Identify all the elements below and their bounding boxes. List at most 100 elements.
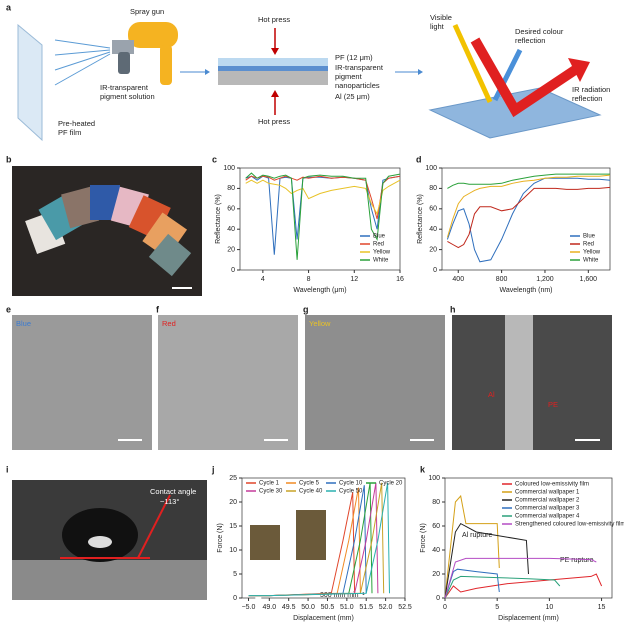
y-tick-label: 60 xyxy=(227,206,235,213)
x-tick-label: 10 xyxy=(545,604,553,611)
panel-label: h xyxy=(450,304,456,314)
legend-label: Cycle 20 xyxy=(379,481,403,487)
y-tick-label: 80 xyxy=(227,185,235,192)
legend-label: Cycle 10 xyxy=(339,481,363,487)
y-tick-label: 20 xyxy=(429,246,437,253)
x-tick-label: 52.0 xyxy=(379,604,393,611)
panel-label: f xyxy=(156,304,160,314)
legend-label: Blue xyxy=(583,234,596,240)
diagram-text: PF (12 μm) xyxy=(335,53,373,62)
diagram-a: Spray gun IR-transparent pigment solutio… xyxy=(17,7,610,142)
sem-image xyxy=(12,315,152,450)
diagram-text: pigment solution xyxy=(100,92,155,101)
diagram-text: Hot press xyxy=(258,117,290,126)
spray-nozzle xyxy=(112,40,134,54)
y-tick-label: 60 xyxy=(429,206,437,213)
y-tick-label: 0 xyxy=(231,267,235,274)
panel-label: a xyxy=(6,2,12,12)
series-line xyxy=(446,174,611,238)
x-tick-label: 15 xyxy=(598,604,606,611)
y-tick-label: 80 xyxy=(432,499,440,506)
y-tick-label: 40 xyxy=(432,547,440,554)
al-layer xyxy=(218,71,328,85)
y-tick-label: 0 xyxy=(233,595,237,602)
panel-label: i xyxy=(6,464,9,474)
pf-layer xyxy=(218,58,328,66)
y-tick-label: 10 xyxy=(229,547,237,554)
x-tick-label: 52.5 xyxy=(398,604,412,611)
inset-photo xyxy=(296,510,326,560)
y-axis-label: Force (N) xyxy=(420,523,427,553)
x-axis-label: Displacement (mm) xyxy=(293,615,354,622)
series-line xyxy=(446,177,611,263)
series-line xyxy=(447,173,610,189)
x-tick-label: 50.5 xyxy=(321,604,335,611)
legend-label: Blue xyxy=(373,234,386,240)
sem-image xyxy=(158,315,298,450)
series-line xyxy=(444,573,603,599)
ir-reflection xyxy=(470,37,578,118)
inset-photo xyxy=(250,525,280,560)
y-tick-label: 60 xyxy=(432,523,440,530)
plot-frame xyxy=(239,167,401,271)
diagram-text: IR-transparent xyxy=(100,83,149,92)
series-line xyxy=(444,575,561,599)
x-tick-label: 0 xyxy=(443,604,447,611)
diagram-text: reflection xyxy=(572,94,602,103)
diagram-text: Desired colour xyxy=(515,27,564,36)
diagram-text: Visible xyxy=(430,13,452,22)
pigment-layer xyxy=(218,66,328,71)
panel-label: d xyxy=(416,154,422,164)
ir-arrow-head xyxy=(568,58,590,82)
x-tick-label: 800 xyxy=(496,276,508,283)
y-tick-label: 20 xyxy=(432,571,440,578)
press-arrow-head xyxy=(271,90,279,97)
y-tick-label: 25 xyxy=(229,475,237,482)
legend-label: Red xyxy=(583,242,594,248)
diagram-text: light xyxy=(430,22,445,31)
legend-label: Cycle 5 xyxy=(299,481,320,487)
series-line xyxy=(447,186,611,249)
y-axis-label: Reflectance (%) xyxy=(417,194,424,244)
x-tick-label: 1,200 xyxy=(536,276,554,283)
x-tick-label: 49.5 xyxy=(282,604,296,611)
panel-label: c xyxy=(212,154,217,164)
y-tick-label: 100 xyxy=(425,165,437,172)
plot-frame xyxy=(241,477,406,599)
series-line xyxy=(444,568,500,599)
series-line xyxy=(444,494,500,599)
diagram-text: PF film xyxy=(58,128,81,137)
swatches xyxy=(25,185,192,289)
panel-label: k xyxy=(420,464,426,474)
y-tick-label: 20 xyxy=(229,499,237,506)
sem-label: PE xyxy=(548,400,558,409)
y-tick-label: 20 xyxy=(227,246,235,253)
contact-label: ~113° xyxy=(160,497,179,506)
legend-label: Coloured low-emissivity film xyxy=(515,482,589,488)
y-tick-label: 15 xyxy=(229,523,237,530)
x-tick-label: −5.0 xyxy=(242,604,256,611)
spray-gun-body xyxy=(128,22,178,48)
y-tick-label: 80 xyxy=(429,185,437,192)
droplet xyxy=(62,508,138,562)
y-tick-label: 0 xyxy=(436,595,440,602)
tangent xyxy=(137,494,171,559)
x-tick-label: 8 xyxy=(307,276,311,283)
arrow-head xyxy=(418,69,423,75)
diagram-text: IR radiation xyxy=(572,85,610,94)
legend-label: Commercial wallpaper 4 xyxy=(515,514,580,520)
spray-lines xyxy=(54,39,111,86)
legend-label: Cycle 40 xyxy=(299,489,323,495)
series-line xyxy=(245,172,401,260)
sem-cross-section xyxy=(505,315,533,450)
axis-break xyxy=(255,595,262,601)
x-axis-label: Wavelength (nm) xyxy=(499,287,552,294)
x-tick-label: 5 xyxy=(495,604,499,611)
spray-cup xyxy=(118,52,130,74)
press-arrow-head xyxy=(271,48,279,55)
x-tick-label: 4 xyxy=(261,276,265,283)
y-tick-label: 40 xyxy=(227,226,235,233)
sem-label: Al xyxy=(488,390,495,399)
panel-label: j xyxy=(211,464,215,474)
